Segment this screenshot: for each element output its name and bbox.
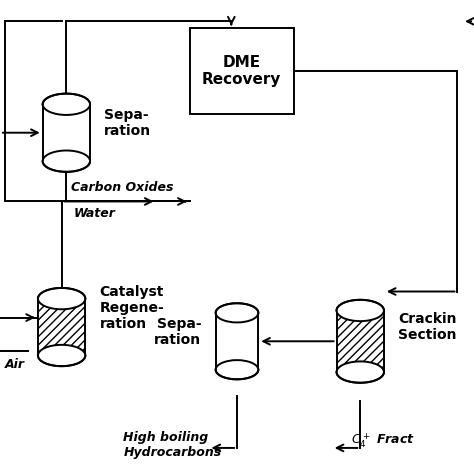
Ellipse shape [43, 94, 90, 115]
Ellipse shape [38, 345, 85, 366]
Bar [337, 310, 384, 372]
Text: Catalyst
Regene-
ration: Catalyst Regene- ration [100, 285, 164, 331]
Text: $C_4^+$ Fract: $C_4^+$ Fract [351, 431, 415, 450]
Text: Air: Air [5, 358, 25, 371]
Text: High boiling
Hydrocarbons: High boiling Hydrocarbons [123, 431, 221, 459]
Text: Sepa-
ration: Sepa- ration [155, 317, 201, 347]
Bar [43, 104, 90, 161]
Ellipse shape [337, 361, 384, 383]
Text: Water: Water [73, 207, 115, 220]
Bar [38, 299, 85, 356]
Bar [216, 313, 258, 370]
Ellipse shape [216, 303, 258, 322]
Bar [190, 28, 294, 114]
Ellipse shape [216, 360, 258, 379]
Text: DME
Recovery: DME Recovery [202, 55, 282, 87]
Text: Carbon Oxides: Carbon Oxides [71, 182, 173, 194]
Ellipse shape [43, 151, 90, 172]
Text: Crackin
Section: Crackin Section [398, 312, 456, 342]
Ellipse shape [337, 300, 384, 321]
Bar [337, 310, 384, 372]
Bar [38, 299, 85, 356]
Ellipse shape [38, 288, 85, 310]
Text: Sepa-
ration: Sepa- ration [104, 108, 151, 138]
